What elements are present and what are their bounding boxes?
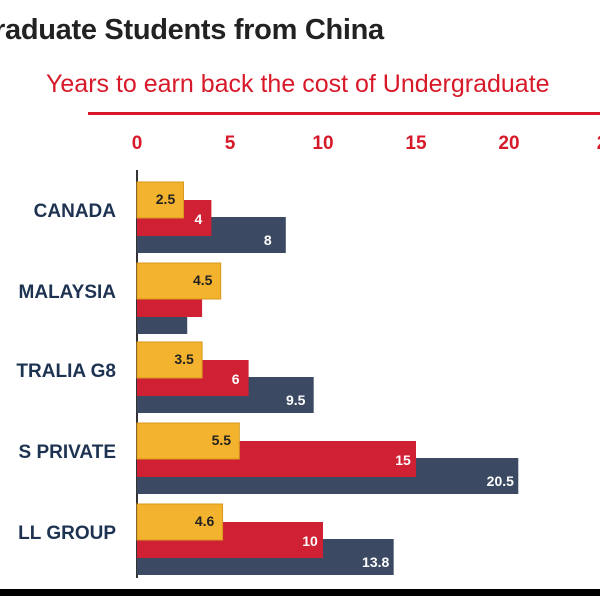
bar — [136, 341, 203, 379]
data-label: 5.5 — [212, 432, 232, 448]
x-tick-label: 5 — [225, 133, 236, 154]
x-tick-label: 2 — [597, 133, 600, 154]
category-label: MALAYSIA — [19, 282, 117, 303]
data-label: 6 — [232, 371, 240, 387]
bar — [136, 422, 240, 460]
data-label: 2.5 — [156, 191, 176, 207]
data-label: 4.6 — [195, 513, 215, 529]
subtitle-underline — [88, 112, 600, 115]
chart-title: raduate Students from China — [0, 14, 384, 46]
category-label: TRALIA G8 — [16, 361, 116, 382]
data-label: 9.5 — [286, 392, 306, 408]
category-label: S PRIVATE — [19, 442, 116, 463]
x-tick-label: 15 — [405, 133, 427, 154]
data-label: 4 — [195, 211, 203, 227]
data-label: 20.5 — [487, 473, 514, 489]
data-label: 8 — [264, 232, 272, 248]
data-label: 10 — [302, 533, 318, 549]
x-tick-label: 20 — [498, 133, 519, 154]
category-label: LL GROUP — [18, 523, 116, 544]
category-label: CANADA — [34, 201, 117, 222]
chart-subtitle: Years to earn back the cost of Undergrad… — [46, 70, 550, 98]
data-label: 3.5 — [174, 351, 194, 367]
data-label: 13.8 — [362, 554, 389, 570]
data-label: 15 — [395, 452, 411, 468]
bar — [136, 181, 184, 219]
bottom-border — [0, 589, 600, 596]
bar — [136, 262, 222, 300]
x-tick-label: 10 — [312, 133, 333, 154]
data-label: 4.5 — [193, 272, 213, 288]
bar — [136, 503, 224, 541]
x-tick-label: 0 — [132, 133, 143, 154]
